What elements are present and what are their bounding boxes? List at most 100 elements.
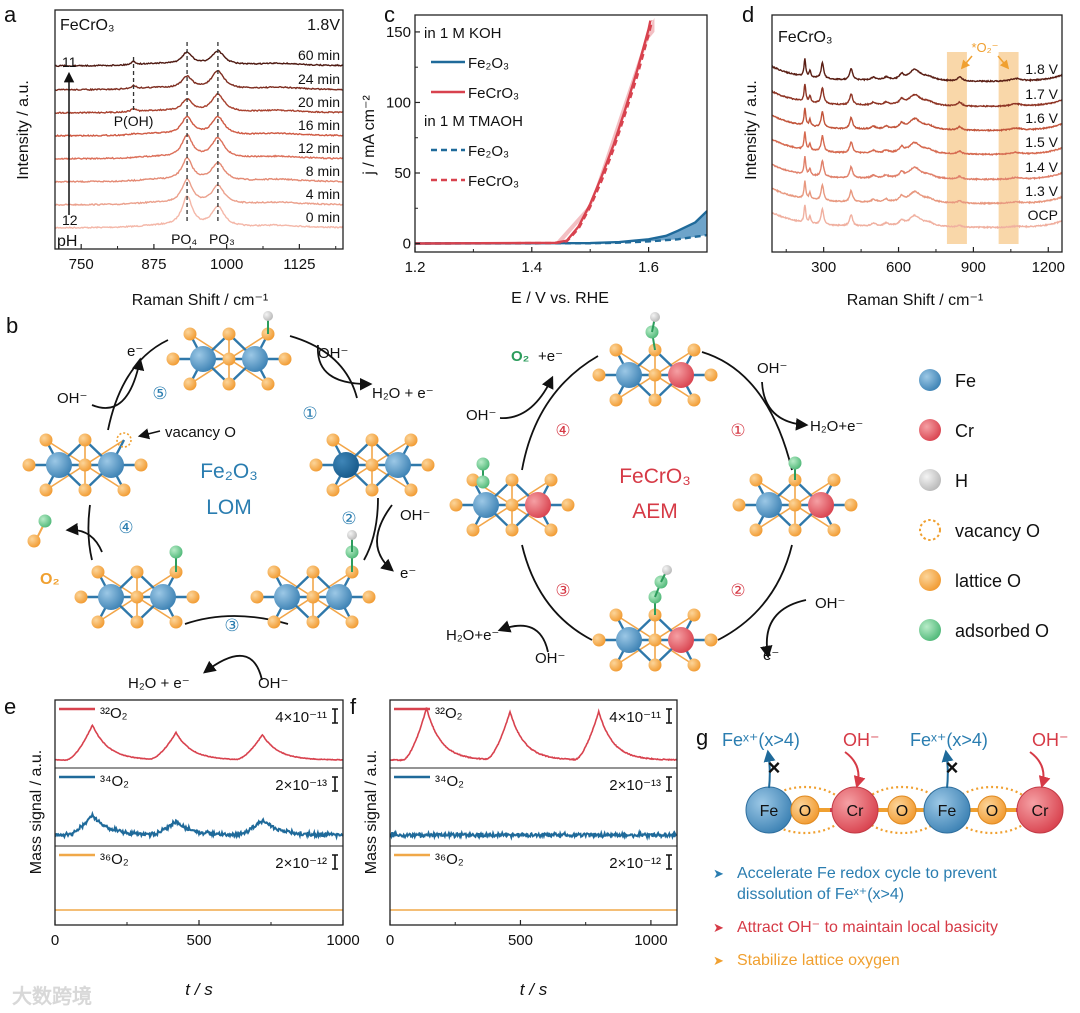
metal-atom (808, 492, 834, 518)
panel-label-g: g (696, 725, 708, 750)
x-tick-label: 600 (886, 259, 911, 276)
step-number: ③ (555, 581, 570, 600)
metal-atom (326, 584, 352, 610)
bullet-text: dissolution of Feˣ⁺(x>4) (737, 886, 904, 903)
lattice-oxygen-atom (844, 498, 858, 512)
lattice-oxygen-atom (609, 608, 623, 622)
metal-atom (150, 584, 176, 610)
spectrum-line (771, 204, 1063, 230)
mechanism-name-label: LOM (206, 496, 252, 519)
y-axis-label: Intensity / a.u. (743, 80, 760, 180)
atom-label: O (986, 803, 998, 820)
x-tick-label: 875 (141, 256, 166, 273)
series-label: 12 min (298, 140, 340, 156)
reaction-arrow (363, 497, 379, 561)
series-label: 4 min (306, 186, 340, 202)
x-tick-label: 0 (386, 932, 394, 949)
legend-group-label: in 1 M TMAOH (424, 113, 523, 130)
fe-dissolution-arrow (941, 749, 954, 789)
lattice-oxygen-atom (544, 523, 558, 537)
lattice-oxygen-atom (505, 523, 519, 537)
y-tick-label: 100 (386, 94, 411, 111)
lattice-oxygen-atom (365, 483, 379, 497)
oxygen-atom (27, 534, 41, 548)
y-tick-label: 50 (394, 165, 411, 182)
x-tick-label: 1.2 (405, 259, 426, 276)
lattice-oxygen-atom (130, 565, 144, 579)
lattice-oxygen-atom (267, 615, 281, 629)
superoxide-label: *O₂⁻ (971, 40, 998, 55)
step-number: ④ (118, 518, 133, 537)
legend-label: FeCrO₃ (468, 173, 519, 190)
lattice-oxygen-atom (166, 352, 180, 366)
fe2o3-difference-area (590, 211, 707, 244)
hydrogen-atom (347, 530, 357, 540)
metal-atom (756, 492, 782, 518)
hydroxide-label: OH⁻ (815, 595, 845, 612)
crystal-fragment (449, 473, 575, 537)
lattice-oxygen-atom (365, 433, 379, 447)
vacancy-label: vacancy O (165, 424, 236, 441)
top-label: OH⁻ (1032, 730, 1069, 750)
lattice-oxygen-atom (609, 658, 623, 672)
series-label: OCP (1028, 207, 1058, 223)
metal-atom (668, 362, 694, 388)
bullet-arrow-icon: ➤ (713, 866, 724, 881)
condition-label: 1.8V (307, 17, 340, 34)
y-axis-label: Mass signal / a.u. (363, 750, 380, 875)
top-label: Feˣ⁺(x>4) (910, 730, 988, 750)
lattice-oxygen-atom (22, 458, 36, 472)
spectrum-line (771, 58, 1063, 83)
lattice-oxygen-atom (732, 498, 746, 512)
series-label: 1.8 V (1025, 61, 1058, 77)
highlight-band (998, 52, 1019, 244)
lattice-oxygen-atom (749, 523, 763, 537)
lattice-oxygen-atom (278, 352, 292, 366)
lattice-oxygen-atom (74, 590, 88, 604)
metal-atom (616, 627, 642, 653)
adsorbed-oxygen-atom (476, 457, 490, 471)
scale-bar-label: 2×10⁻¹³ (275, 777, 327, 794)
hydroxide-label: OH⁻ (466, 407, 496, 424)
panel-b-lom-cycle: O₂ Fe₂O₃ LOM ① ② ③ ④ ⑤ e⁻ OH⁻ vacancy O OH⁻ H₂O + e⁻… (22, 311, 435, 692)
y-axis-label: Mass signal / a.u. (28, 750, 45, 875)
metal-atom (668, 627, 694, 653)
lattice-oxygen-atom (91, 615, 105, 629)
mass-signal-line (389, 828, 678, 841)
lattice-oxygen-atom (544, 473, 558, 487)
plot-frame (54, 699, 344, 926)
spectrum-line (54, 50, 344, 68)
series-label: 1.6 V (1025, 110, 1058, 126)
fecro3-difference-area (555, 17, 655, 244)
step-number: ④ (555, 421, 570, 440)
panel-label-d: d (742, 2, 754, 27)
lattice-oxygen-atom (306, 590, 320, 604)
spectrum-line (54, 134, 344, 161)
product-label: H₂O+e⁻ (810, 418, 863, 435)
x-tick-label: 1000 (210, 256, 243, 273)
x-tick-label: 1125 (283, 256, 315, 273)
top-label: OH⁻ (843, 730, 880, 750)
hydroxide-label: OH⁻ (57, 390, 87, 407)
scale-bar (332, 854, 338, 870)
spectrum-line (771, 131, 1063, 157)
hydroxide-label: OH⁻ (757, 360, 787, 377)
lattice-oxygen-atom (78, 483, 92, 497)
branch-arrow (497, 620, 549, 653)
spectrum-line (54, 115, 344, 138)
lattice-oxygen-atom (183, 327, 197, 341)
lattice-oxygen-atom (326, 433, 340, 447)
scale-bar (332, 708, 338, 724)
metal-atom (473, 492, 499, 518)
lattice-oxygen-atom (421, 458, 435, 472)
lattice-oxygen-atom (130, 615, 144, 629)
metal-atom (46, 452, 72, 478)
lattice-oxygen-atom (749, 473, 763, 487)
lattice-oxygen-atom (609, 343, 623, 357)
lattice-oxygen-atom (648, 658, 662, 672)
series-line (415, 20, 654, 245)
hydroxide-label: OH⁻ (318, 345, 348, 362)
metal-atom (385, 452, 411, 478)
atom-label: Fe (760, 803, 779, 820)
